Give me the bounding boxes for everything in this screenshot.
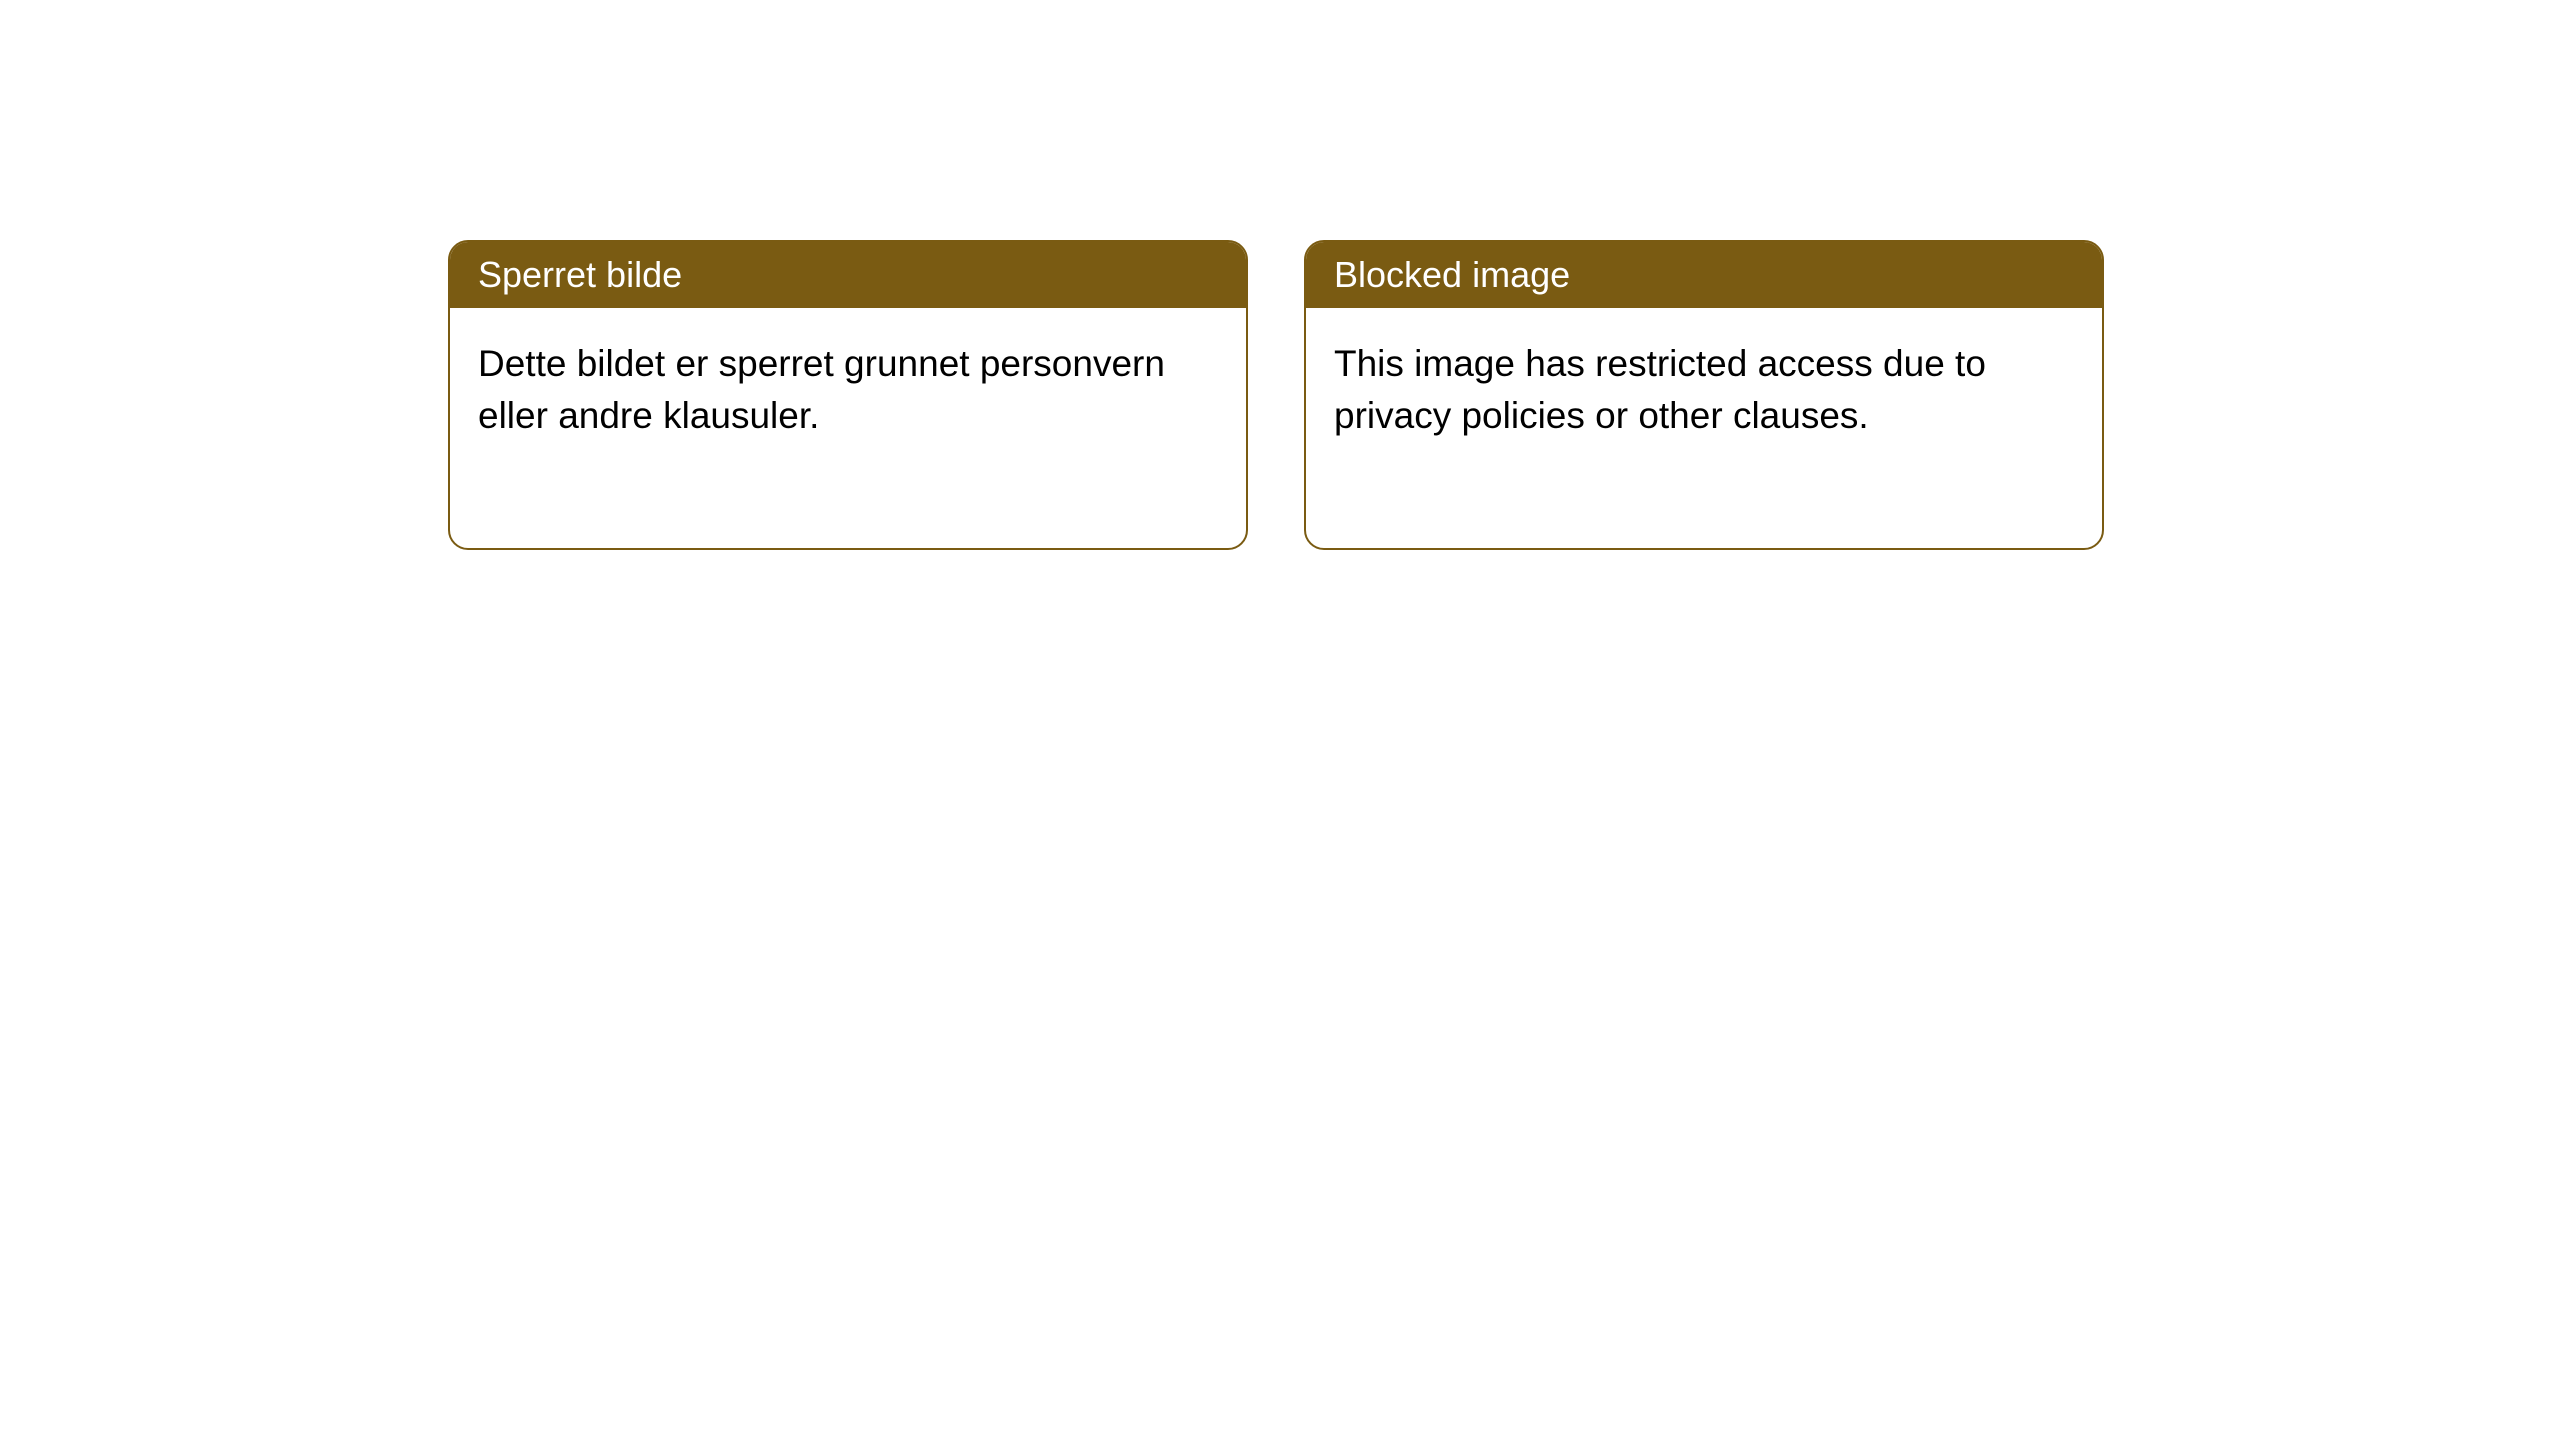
notice-card-norwegian: Sperret bilde Dette bildet er sperret gr… [448, 240, 1248, 550]
notice-container: Sperret bilde Dette bildet er sperret gr… [448, 240, 2104, 550]
card-header: Sperret bilde [450, 242, 1246, 308]
notice-card-english: Blocked image This image has restricted … [1304, 240, 2104, 550]
card-title: Sperret bilde [478, 254, 682, 295]
card-body-text: Dette bildet er sperret grunnet personve… [478, 343, 1165, 436]
card-body: Dette bildet er sperret grunnet personve… [450, 308, 1246, 548]
card-body-text: This image has restricted access due to … [1334, 343, 1986, 436]
card-title: Blocked image [1334, 254, 1570, 295]
card-header: Blocked image [1306, 242, 2102, 308]
card-body: This image has restricted access due to … [1306, 308, 2102, 548]
